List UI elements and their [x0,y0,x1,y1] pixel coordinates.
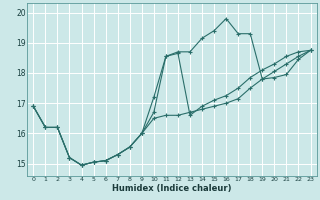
X-axis label: Humidex (Indice chaleur): Humidex (Indice chaleur) [112,184,232,193]
